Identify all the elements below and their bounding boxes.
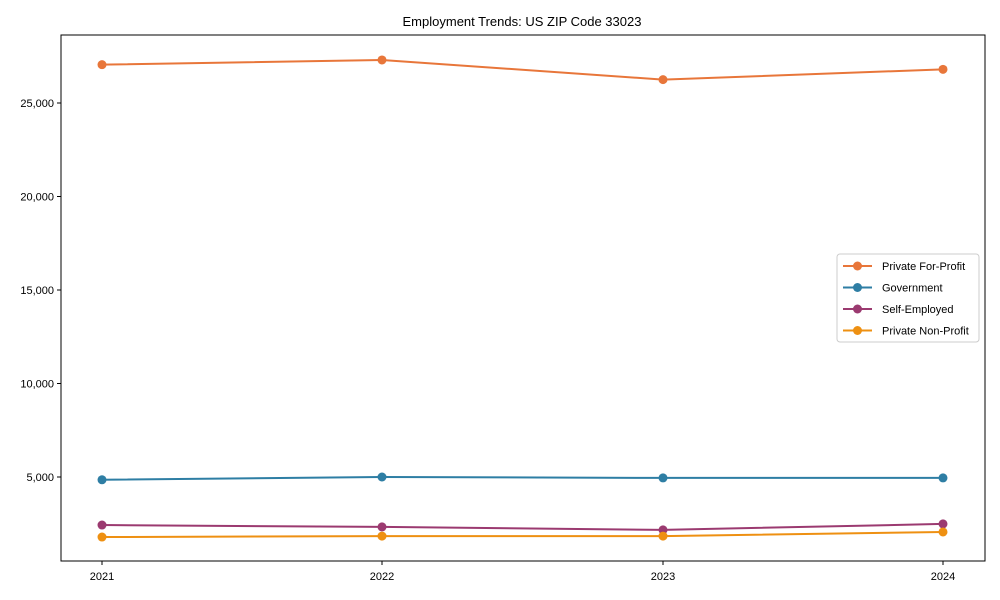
x-axis: 2021 2022 2023 2024 xyxy=(90,561,955,583)
legend-item: Private For-Profit xyxy=(843,261,965,273)
data-point xyxy=(377,522,387,532)
data-point xyxy=(938,64,948,74)
data-point xyxy=(658,525,668,535)
legend-item: Self-Employed xyxy=(843,304,954,316)
data-point xyxy=(377,55,387,65)
y-tick-label: 15,000 xyxy=(20,285,54,297)
data-point xyxy=(938,527,948,537)
data-point xyxy=(377,531,387,541)
legend-item: Government xyxy=(843,283,943,295)
x-tick-label: 2024 xyxy=(931,571,955,583)
legend-label: Government xyxy=(882,283,943,295)
y-tick-label: 20,000 xyxy=(20,192,54,204)
legend-marker-icon xyxy=(853,326,862,335)
legend-label: Self-Employed xyxy=(882,304,954,316)
plot-area xyxy=(60,34,986,562)
legend-marker-icon xyxy=(853,261,862,271)
x-tick-label: 2021 xyxy=(90,571,114,583)
x-tick-label: 2023 xyxy=(651,571,675,583)
legend: Private For-Profit Government Self-Employe… xyxy=(836,253,980,343)
x-tick-label: 2022 xyxy=(370,571,394,583)
y-tick-label: 5,000 xyxy=(26,472,54,484)
series-line xyxy=(101,530,944,539)
legend-label: Private For-Profit xyxy=(882,261,965,273)
y-axis: 5,000 10,000 15,000 20,000 25,000 xyxy=(20,98,61,484)
data-point xyxy=(658,473,668,483)
chart-title: Employment Trends: US ZIP Code 33023 xyxy=(403,14,642,29)
data-point xyxy=(377,472,387,482)
legend-item: Private Non-Profit xyxy=(843,326,969,338)
data-point xyxy=(97,520,107,530)
legend-box xyxy=(836,253,980,343)
series-private-for-profit xyxy=(97,55,948,85)
series-private-non-profit xyxy=(97,527,948,542)
data-point xyxy=(658,531,668,541)
data-point xyxy=(938,519,948,529)
legend-marker-icon xyxy=(853,304,862,314)
y-tick-label: 10,000 xyxy=(20,379,54,391)
series-self-employed xyxy=(97,519,948,535)
series-line xyxy=(101,58,944,81)
data-point xyxy=(97,532,107,542)
legend-marker-icon xyxy=(853,283,862,292)
data-point xyxy=(97,60,107,70)
series-line xyxy=(101,475,943,481)
series-government xyxy=(97,472,948,485)
data-point xyxy=(938,473,948,483)
series-line xyxy=(101,522,944,531)
data-point xyxy=(97,475,107,485)
y-tick-label: 25,000 xyxy=(20,98,54,110)
series-layer xyxy=(97,55,948,542)
data-point xyxy=(658,75,668,85)
legend-label: Private Non-Profit xyxy=(882,326,969,338)
